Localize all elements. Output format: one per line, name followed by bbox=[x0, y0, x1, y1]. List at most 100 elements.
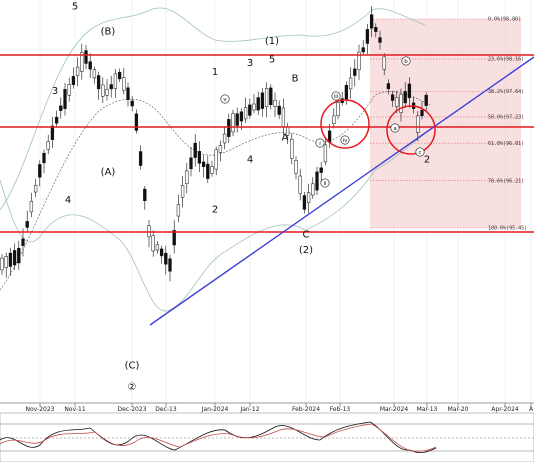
moving-average bbox=[0, 91, 431, 291]
candle-body bbox=[210, 166, 214, 174]
candle-body bbox=[344, 84, 349, 100]
candle-body bbox=[185, 170, 189, 184]
candle-body bbox=[323, 144, 328, 163]
bollinger-lower bbox=[0, 129, 431, 312]
wave-label: ② bbox=[128, 382, 137, 393]
subwave-circle bbox=[320, 178, 330, 188]
x-tick-label: Dec-2023 bbox=[117, 406, 146, 413]
bollinger-upper bbox=[0, 7, 426, 211]
wave-label: A bbox=[282, 133, 289, 144]
wave-label: 2 bbox=[424, 154, 430, 165]
candle-body bbox=[176, 204, 181, 217]
subwave-circle bbox=[220, 94, 230, 104]
wave-label: 5 bbox=[72, 2, 78, 13]
candle-body bbox=[96, 75, 101, 90]
wave-label: (C) bbox=[125, 360, 140, 371]
candle-body bbox=[332, 115, 336, 124]
candle-body bbox=[260, 92, 265, 109]
candle-body bbox=[256, 97, 260, 111]
candle-body bbox=[4, 256, 8, 268]
fib-level-label: 23.6%(98.16) bbox=[488, 57, 524, 63]
candle-body bbox=[151, 235, 155, 252]
subwave-label: iv bbox=[343, 138, 349, 144]
highlight-circle-left bbox=[320, 99, 370, 149]
subwave-label: ii bbox=[323, 181, 327, 187]
candle-body bbox=[420, 109, 424, 117]
candle-body bbox=[369, 14, 374, 29]
subwave-circle bbox=[401, 56, 411, 66]
candle-body bbox=[88, 61, 92, 70]
candle-body bbox=[239, 111, 244, 122]
subwave-circle bbox=[331, 91, 341, 101]
candle-body bbox=[80, 52, 84, 72]
candle-body bbox=[101, 84, 105, 97]
wave-label: (B) bbox=[101, 27, 116, 38]
candle-body bbox=[50, 125, 55, 140]
subwave-label: a bbox=[393, 126, 396, 132]
candle-body bbox=[424, 94, 428, 106]
wave-label: (1) bbox=[265, 36, 279, 47]
candle-body bbox=[138, 151, 143, 166]
candle-body bbox=[290, 138, 294, 159]
blue-trendline bbox=[149, 56, 534, 326]
candle-body bbox=[386, 83, 391, 90]
candle-body bbox=[403, 91, 407, 104]
subwave-label: v bbox=[223, 97, 227, 103]
candle-body bbox=[298, 175, 302, 194]
candle-body bbox=[105, 89, 109, 96]
candle-body bbox=[84, 50, 88, 64]
candle-body bbox=[168, 258, 172, 272]
candle-body bbox=[122, 77, 126, 91]
wave-label: C bbox=[303, 229, 310, 240]
x-tick-label: Jan-2024 bbox=[201, 406, 229, 413]
wave-label: 3 bbox=[247, 58, 253, 69]
candle-body bbox=[353, 68, 357, 76]
candle-body bbox=[206, 163, 210, 179]
subwave-label: i bbox=[319, 141, 321, 147]
wave-label: 1 bbox=[212, 67, 218, 78]
candle-body bbox=[117, 71, 122, 80]
candle-body bbox=[159, 248, 164, 257]
candle-body bbox=[390, 94, 395, 101]
candle-body bbox=[25, 221, 29, 228]
subwave-circle bbox=[415, 147, 425, 157]
fib-level-label: 38.2%(97.64) bbox=[488, 89, 524, 95]
wave-label: 3 bbox=[52, 86, 58, 97]
candle-body bbox=[357, 51, 361, 71]
candle-body bbox=[67, 83, 71, 96]
candle-body bbox=[164, 252, 168, 265]
wave-label: (A) bbox=[101, 167, 116, 178]
candle-body bbox=[252, 103, 256, 111]
candle-body bbox=[302, 195, 307, 210]
candle-body bbox=[374, 27, 378, 32]
x-tick-label: Mar-20 bbox=[448, 406, 469, 413]
subwave-circle bbox=[390, 123, 400, 133]
candle-body bbox=[8, 252, 13, 267]
candle-body bbox=[155, 244, 160, 251]
candle-body bbox=[42, 152, 46, 164]
candle-body bbox=[281, 107, 286, 127]
candle-body bbox=[277, 105, 281, 115]
x-tick-label: Mar-2024 bbox=[380, 406, 409, 413]
candle-body bbox=[243, 107, 248, 120]
candle-body bbox=[311, 183, 315, 196]
candle-body bbox=[193, 142, 197, 158]
subwave-circle bbox=[340, 135, 350, 145]
candle-body bbox=[248, 104, 252, 116]
wave-label: B bbox=[292, 73, 299, 84]
candle-body bbox=[231, 113, 235, 133]
candle-body bbox=[378, 37, 382, 43]
candle-body bbox=[218, 145, 223, 153]
x-tick-label: Feb-13 bbox=[330, 406, 351, 413]
wave-label: (2) bbox=[299, 245, 313, 256]
candle-body bbox=[172, 230, 176, 246]
candle-body bbox=[109, 84, 113, 90]
candle-body bbox=[63, 89, 67, 109]
candle-body bbox=[222, 133, 227, 144]
x-tick-label: A bbox=[529, 406, 534, 413]
subwave-label: b bbox=[404, 59, 408, 65]
fib-level-label: 100.0%(95.45) bbox=[488, 226, 527, 232]
candle-body bbox=[38, 164, 42, 178]
wave-label: 5 bbox=[269, 55, 275, 66]
